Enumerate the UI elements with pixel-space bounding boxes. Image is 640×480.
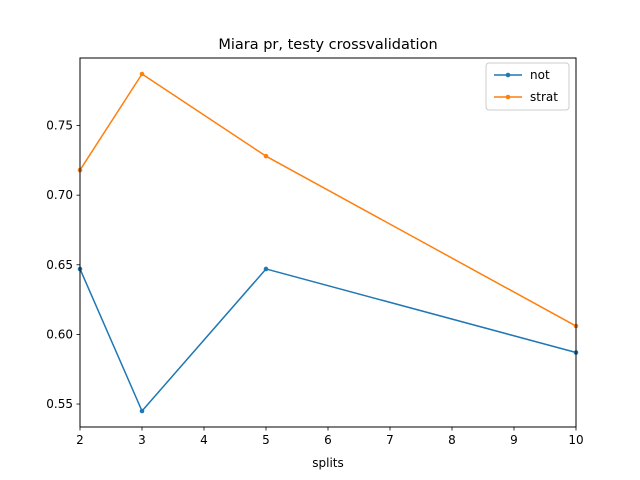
series-line-not [79,268,577,412]
legend-marker-strat [505,94,511,100]
x-axis-label: splits [312,456,344,470]
data-point-strat-1 [139,71,145,77]
series-not [77,266,579,414]
series-strat [77,71,579,329]
series-line-strat [79,73,577,327]
legend-marker-not [505,72,511,78]
x-tick-label: 7 [386,433,394,447]
series-layer [77,71,579,414]
legend: not strat [485,62,570,111]
y-tick-label: 0.55 [46,397,73,411]
legend-label-not: not [530,68,550,82]
data-point-strat-2 [263,153,269,159]
x-tick-label: 9 [510,433,518,447]
x-tick-label: 10 [568,433,583,447]
y-tick-label: 0.60 [46,327,73,341]
legend-label-strat: strat [530,90,558,104]
y-tick-label: 0.75 [46,119,73,133]
x-tick-label: 5 [262,433,270,447]
plot-frame [79,57,577,428]
x-tick-label: 3 [138,433,146,447]
x-tick-label: 8 [448,433,456,447]
data-point-not-2 [263,266,269,272]
y-axis: 0.55 0.60 0.65 0.70 0.75 [46,119,80,411]
data-point-not-1 [139,408,145,414]
x-tick-label: 2 [76,433,84,447]
x-tick-label: 6 [324,433,332,447]
chart-title: Miara pr, testy crossvalidation [218,37,437,53]
y-tick-label: 0.65 [46,258,73,272]
x-axis: 2 3 4 5 6 7 8 9 10 [76,427,584,447]
x-tick-label: 4 [200,433,208,447]
y-tick-label: 0.70 [46,188,73,202]
